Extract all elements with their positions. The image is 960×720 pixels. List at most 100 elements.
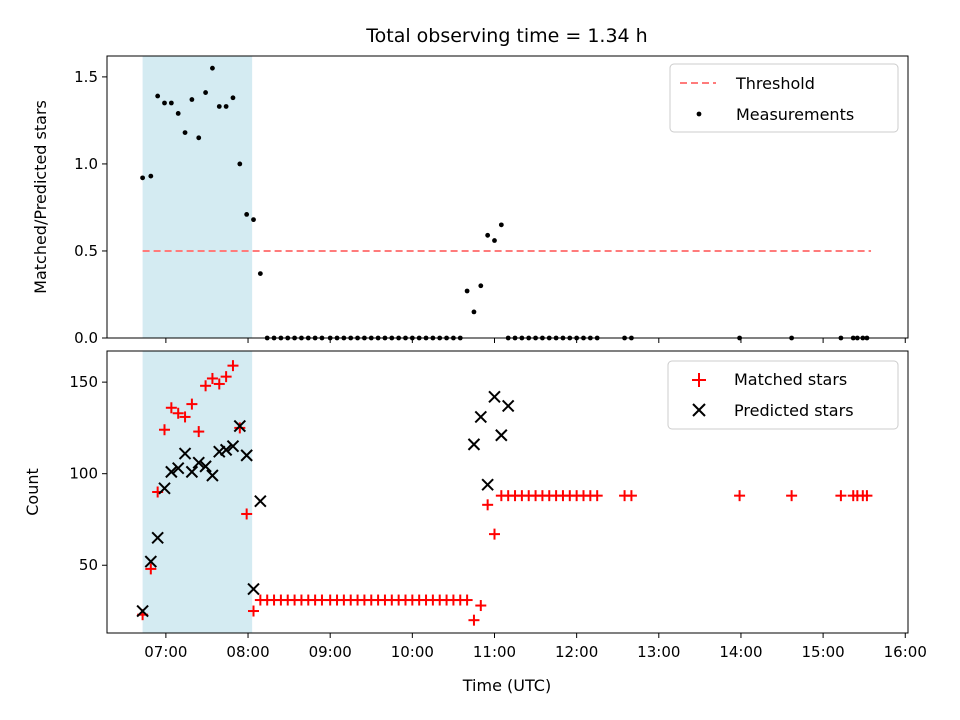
measurements-point [203, 90, 208, 95]
predicted-stars-point [192, 456, 205, 469]
matched-stars-point [234, 422, 246, 434]
measurements-point [237, 161, 243, 167]
bottom-x-tick-label: 11:00 [473, 643, 516, 661]
predicted-stars-point [165, 465, 178, 479]
matched-stars-point [734, 490, 746, 502]
matched-stars-point [165, 402, 177, 414]
top-y-axis-label: Matched/Predicted stars [31, 100, 50, 294]
predicted-stars-point [481, 478, 494, 491]
measurements-point [168, 100, 174, 106]
measurements-point [162, 100, 167, 106]
matched-stars-point [482, 499, 494, 511]
threshold-legend-label: Threshold [735, 74, 815, 93]
predicted-stars-point [467, 438, 481, 451]
predicted-stars-point [199, 460, 212, 473]
bottom-x-tick-label: 13:00 [637, 643, 680, 661]
predicted-stars-point [178, 447, 192, 460]
chart-title: Total observing time = 1.34 h [365, 25, 647, 47]
bottom-y-tick-label: 150 [69, 373, 98, 391]
bottom-x-tick-label: 07:00 [144, 643, 187, 661]
measurements-point [189, 97, 195, 102]
predicted-stars-point [495, 429, 508, 442]
top-y-tick-label: 1.5 [74, 68, 98, 86]
predicted-stars-point [151, 531, 164, 544]
predicted-stars-point [247, 582, 260, 596]
top-legend: Threshold Measurements [669, 63, 899, 133]
bottom-legend: Matched stars Predicted stars [667, 360, 899, 430]
matched-stars-point [186, 398, 198, 410]
predicted-stars-point [488, 390, 501, 403]
matched-stars-point [193, 426, 205, 438]
matched-stars-point [227, 360, 239, 372]
matched-stars-point [861, 490, 873, 502]
measurements-point [175, 111, 181, 116]
x-axis-label: Time (UTC) [462, 676, 551, 695]
predicted-legend-label: Predicted stars [734, 401, 854, 420]
matched-stars-point [206, 372, 218, 384]
measurements-point [257, 271, 263, 276]
matched-stars-point [213, 378, 225, 390]
predicted-stars-point [501, 399, 515, 413]
matched-legend-swatch [692, 373, 706, 387]
predicted-stars-point [254, 494, 267, 508]
matched-stars-point [835, 490, 847, 502]
measurements-point [478, 283, 484, 289]
top-legend-box [669, 63, 899, 133]
predicted-stars-point [136, 604, 149, 618]
measurements-point [471, 309, 477, 315]
bottom-x-tick-label: 09:00 [309, 643, 352, 661]
matched-stars-point [172, 407, 184, 419]
bottom-y-axis-label: Count [23, 468, 42, 516]
matched-stars-point [248, 605, 260, 617]
predicted-stars-point [171, 461, 185, 475]
measurements-point [485, 232, 491, 238]
matched-stars-point [241, 508, 253, 520]
matched-stars-point [220, 371, 232, 383]
measurements-point [498, 222, 504, 228]
matched-legend-label: Matched stars [734, 370, 847, 389]
predicted-stars-point [240, 449, 253, 462]
predicted-stars-point [206, 469, 219, 482]
bottom-y-tick-label: 100 [69, 465, 98, 483]
predicted-stars-point [474, 410, 488, 424]
predicted-stars-point [233, 419, 247, 433]
matched-stars-point [145, 563, 157, 575]
measurements-point [210, 65, 215, 71]
predicted-legend-swatch [692, 403, 706, 417]
matched-stars-point [625, 490, 637, 502]
bottom-legend-box [667, 360, 899, 430]
measurements-point [182, 130, 188, 135]
predicted-stars-point [226, 440, 240, 453]
measurements-legend-label: Measurements [736, 105, 854, 124]
predicted-stars-point [219, 443, 233, 457]
predicted-stars-point [185, 465, 199, 479]
bottom-x-tick-label: 15:00 [801, 643, 844, 661]
measurements-point [464, 288, 470, 294]
matched-stars-point [179, 411, 191, 423]
measurements-point [140, 175, 146, 181]
bottom-x-tick-label: 16:00 [884, 643, 927, 661]
matched-stars-point [475, 600, 487, 612]
top-y-tick-label: 1.0 [74, 155, 98, 173]
matched-stars-point [591, 490, 603, 502]
top-axes-frame [106, 55, 909, 339]
bottom-y-tick-label: 50 [79, 556, 98, 574]
matched-stars-point [461, 594, 473, 606]
matched-stars-point [468, 614, 480, 626]
measurements-legend-swatch [696, 111, 702, 117]
predicted-stars-point [158, 482, 171, 495]
measurements-point [216, 104, 222, 109]
matched-stars-point [159, 424, 171, 436]
top-y-tick-label: 0.5 [74, 242, 98, 260]
top-shaded-span [142, 56, 253, 338]
measurements-point [196, 135, 202, 141]
matched-stars-point [200, 380, 212, 392]
predicted-stars-point [144, 555, 158, 568]
measurements-point [251, 217, 256, 223]
matched-stars-point [786, 490, 798, 502]
top-y-tick-label: 0.0 [74, 329, 98, 347]
measurements-point [244, 212, 250, 217]
bottom-panel: 50 100 150 07:00 08:00 09:00 10:00 11:00 12:00 1… [23, 350, 927, 695]
top-panel: Total observing time = 1.34 h 0.0 0.5 1.0 1… [31, 25, 909, 347]
